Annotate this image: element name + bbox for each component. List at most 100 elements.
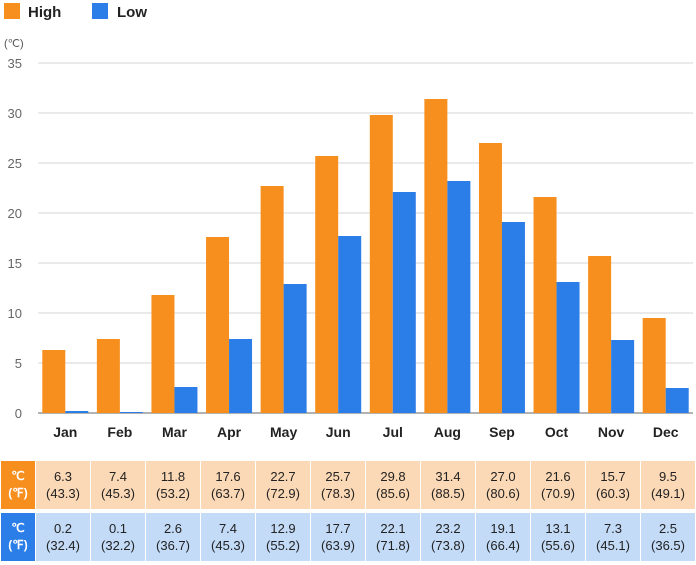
bar-low-oct [556, 282, 580, 413]
low-table-row: ℃ (℉) 0.2 (32.4) 0.1 (32.2) 2.6 (36.7) 7.4 (45.… [0, 512, 696, 562]
low-unit-header: ℃ (℉) [0, 512, 36, 562]
high-celsius-value: 29.8 [380, 469, 406, 484]
high-fahrenheit-value: (53.2) [156, 486, 190, 501]
bar-high-jan [42, 350, 66, 413]
bar-high-jul [369, 115, 393, 413]
bar-high-jun [315, 156, 339, 413]
low-celsius-value: 19.1 [490, 521, 516, 536]
bar-low-feb [119, 412, 143, 413]
high-temperature-table: ℃ (℉) 6.3 (43.3) 7.4 (45.3) 11.8 (53.2) 17.6 (6… [0, 460, 696, 510]
high-celsius-value: 11.8 [160, 469, 186, 484]
x-tick-label: Apr [217, 424, 242, 440]
legend: High Low [4, 3, 147, 21]
high-celsius-value: 31.4 [435, 469, 461, 484]
high-table-cell: 11.8 (53.2) [145, 460, 201, 510]
y-tick-label: 0 [15, 406, 22, 421]
low-fahrenheit-value: (36.7) [156, 538, 190, 553]
x-tick-label: Jan [53, 424, 77, 440]
bar-low-jul [392, 192, 416, 413]
bar-low-aug [447, 181, 471, 413]
high-table-cell: 21.6 (70.9) [530, 460, 586, 510]
low-celsius-value: 17.7 [325, 521, 351, 536]
high-table-row: ℃ (℉) 6.3 (43.3) 7.4 (45.3) 11.8 (53.2) 17.6 (6… [0, 460, 696, 510]
bar-high-mar [151, 295, 175, 413]
x-axis-ticks: Jan Feb Mar Apr May Jun Jul Aug Sep Oct Nov Dec [53, 424, 679, 440]
high-fahrenheit-value: (80.6) [486, 486, 520, 501]
bar-high-aug [424, 99, 448, 413]
x-tick-label: Nov [598, 424, 625, 440]
bar-low-jan [65, 411, 89, 413]
high-fahrenheit-value: (60.3) [596, 486, 630, 501]
high-fahrenheit-value: (78.3) [321, 486, 355, 501]
legend-label-low: Low [117, 4, 147, 21]
low-celsius-value: 0.1 [108, 521, 128, 536]
low-unit-celsius: ℃ [11, 521, 25, 535]
y-tick-label: 5 [15, 356, 22, 371]
low-fahrenheit-value: (32.4) [46, 538, 80, 553]
bar-low-apr [229, 339, 253, 413]
high-fahrenheit-value: (43.3) [46, 486, 80, 501]
high-unit-celsius: ℃ [11, 469, 25, 483]
bar-low-jun [338, 236, 362, 413]
low-temperature-table: ℃ (℉) 0.2 (32.4) 0.1 (32.2) 2.6 (36.7) 7.4 (45.… [0, 512, 696, 562]
y-tick-label: 35 [8, 56, 22, 71]
high-celsius-value: 9.5 [658, 469, 678, 484]
legend-swatch-low [92, 3, 108, 19]
x-tick-label: Aug [434, 424, 461, 440]
bar-high-feb [96, 339, 120, 413]
low-celsius-value: 23.2 [435, 521, 461, 536]
high-table-cell: 17.6 (63.7) [200, 460, 256, 510]
high-table-cell: 31.4 (88.5) [420, 460, 476, 510]
y-tick-label: 30 [8, 106, 22, 121]
bars [42, 99, 689, 413]
x-tick-label: Oct [545, 424, 569, 440]
low-celsius-value: 7.4 [218, 521, 238, 536]
low-fahrenheit-value: (36.5) [651, 538, 685, 553]
x-tick-label: May [270, 424, 297, 440]
high-celsius-value: 22.7 [270, 469, 296, 484]
high-unit-fahrenheit: (℉) [8, 486, 28, 500]
legend-label-high: High [28, 4, 61, 21]
low-fahrenheit-value: (45.3) [211, 538, 245, 553]
low-unit-fahrenheit: (℉) [8, 538, 28, 552]
y-tick-label: 20 [8, 206, 22, 221]
bar-low-may [283, 284, 307, 413]
bar-high-may [260, 186, 284, 413]
bar-low-dec [665, 388, 689, 413]
low-fahrenheit-value: (55.2) [266, 538, 300, 553]
low-table-cell: 12.9 (55.2) [255, 512, 311, 562]
low-fahrenheit-value: (63.9) [321, 538, 355, 553]
low-table-cell: 17.7 (63.9) [310, 512, 366, 562]
legend-swatch-high [4, 3, 20, 19]
high-table-cell: 9.5 (49.1) [640, 460, 696, 510]
bar-high-nov [588, 256, 612, 413]
low-celsius-value: 7.3 [603, 521, 623, 536]
x-tick-label: Jun [326, 424, 351, 440]
high-fahrenheit-value: (70.9) [541, 486, 575, 501]
low-fahrenheit-value: (66.4) [486, 538, 520, 553]
x-tick-label: Sep [489, 424, 515, 440]
high-celsius-value: 7.4 [108, 469, 128, 484]
high-celsius-value: 17.6 [215, 469, 241, 484]
y-tick-label: 25 [8, 156, 22, 171]
low-fahrenheit-value: (55.6) [541, 538, 575, 553]
high-fahrenheit-value: (63.7) [211, 486, 245, 501]
high-table-cell: 6.3 (43.3) [35, 460, 91, 510]
x-tick-label: Mar [162, 424, 187, 440]
high-table-cell: 15.7 (60.3) [585, 460, 641, 510]
high-celsius-value: 6.3 [53, 469, 73, 484]
high-unit-header: ℃ (℉) [0, 460, 36, 510]
low-celsius-value: 13.1 [545, 521, 571, 536]
low-celsius-value: 12.9 [270, 521, 296, 536]
temperature-bar-chart: High Low (℃) 0 5 10 15 20 25 30 35 Jan Feb Mar Apr… [4, 3, 693, 440]
high-celsius-value: 25.7 [325, 469, 351, 484]
low-table-cell: 19.1 (66.4) [475, 512, 531, 562]
low-table-cell: 7.3 (45.1) [585, 512, 641, 562]
low-celsius-value: 22.1 [380, 521, 406, 536]
high-celsius-value: 21.6 [545, 469, 571, 484]
gridlines [38, 62, 693, 414]
low-fahrenheit-value: (32.2) [101, 538, 135, 553]
high-fahrenheit-value: (45.3) [101, 486, 135, 501]
bar-high-dec [642, 318, 666, 413]
high-table-cell: 25.7 (78.3) [310, 460, 366, 510]
